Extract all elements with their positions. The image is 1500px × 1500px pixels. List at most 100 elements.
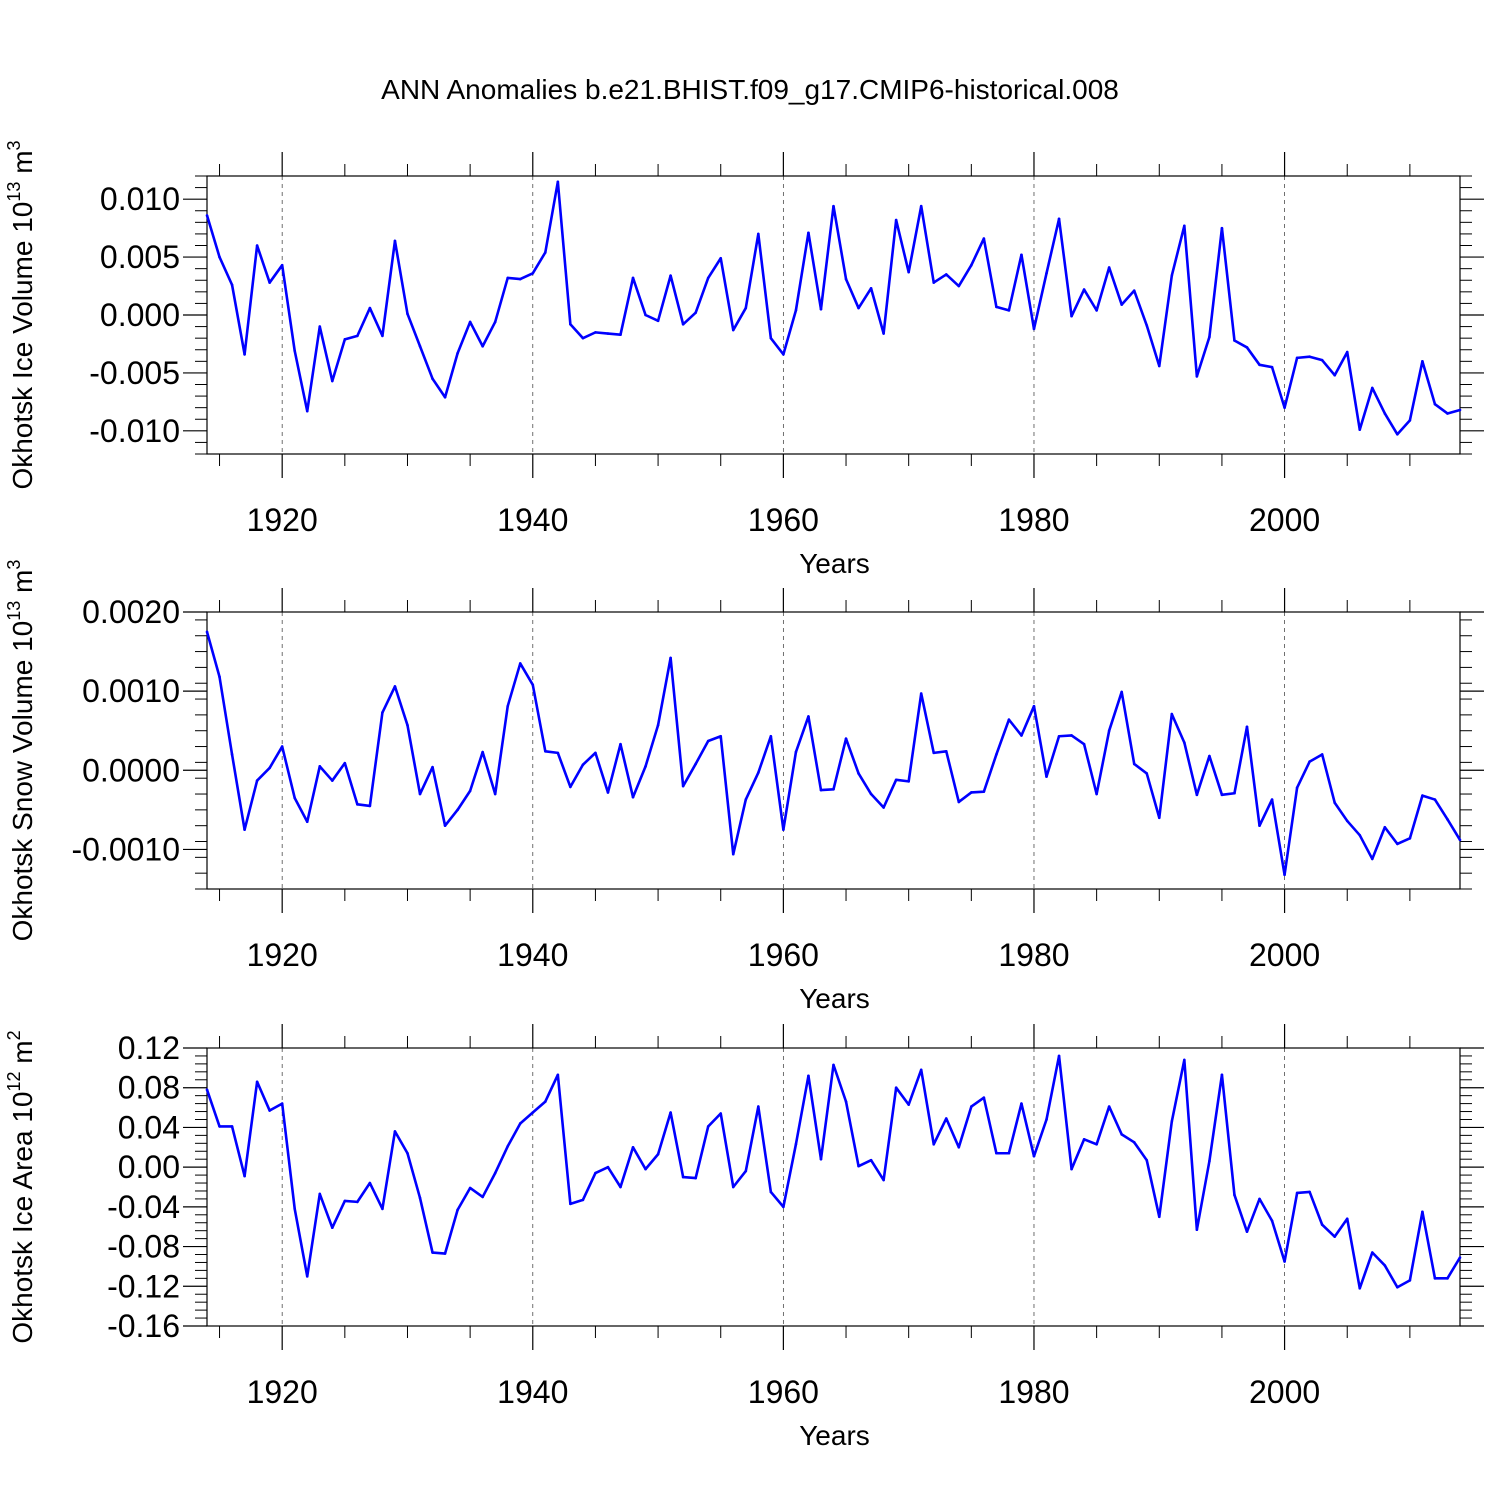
data-point xyxy=(907,780,910,783)
data-point xyxy=(1421,360,1424,363)
data-point xyxy=(944,749,948,753)
data-point xyxy=(305,409,309,413)
data-point xyxy=(1145,324,1149,327)
data-point xyxy=(919,204,923,208)
data-point xyxy=(807,715,810,718)
data-point xyxy=(694,1176,697,1180)
data-point xyxy=(869,1158,873,1162)
y-tick-label: -0.005 xyxy=(89,355,180,391)
data-point xyxy=(1120,1133,1123,1136)
x-tick-label: 1980 xyxy=(998,937,1069,973)
data-point xyxy=(569,785,572,789)
data-point xyxy=(757,771,760,774)
x-axis-label: Years xyxy=(799,548,870,579)
data-point xyxy=(644,313,647,317)
data-point xyxy=(844,277,848,281)
data-point xyxy=(506,276,510,280)
data-point xyxy=(857,772,860,775)
data-point xyxy=(393,239,397,243)
data-point xyxy=(230,283,234,287)
data-point xyxy=(1383,412,1387,415)
data-point xyxy=(1458,1256,1462,1259)
data-point xyxy=(1045,775,1048,778)
data-point xyxy=(782,828,785,831)
data-point xyxy=(1283,1260,1286,1263)
x-tick-label: 1980 xyxy=(998,1374,1069,1410)
data-point xyxy=(1082,1138,1086,1141)
data-point xyxy=(1283,406,1286,409)
y-axis-label-text: Okhotsk Snow Volume 10 xyxy=(7,621,38,942)
data-point xyxy=(1358,1286,1362,1290)
data-point xyxy=(844,737,848,740)
x-tick-label: 2000 xyxy=(1249,502,1320,538)
data-point xyxy=(1057,734,1061,738)
data-point xyxy=(493,320,497,324)
data-point xyxy=(318,325,322,328)
y-axis-label-unit: m xyxy=(7,1040,38,1071)
data-point xyxy=(1320,358,1324,362)
data-point xyxy=(1270,1219,1274,1223)
data-point xyxy=(894,218,898,222)
data-point xyxy=(1183,224,1186,228)
data-point xyxy=(907,270,910,274)
data-point xyxy=(1170,1120,1174,1123)
data-point xyxy=(606,1165,610,1169)
data-point xyxy=(1433,1277,1437,1280)
data-point xyxy=(782,353,785,356)
data-point xyxy=(706,739,710,743)
data-point xyxy=(205,214,209,217)
data-point xyxy=(493,1171,497,1175)
data-point xyxy=(1032,1154,1036,1158)
data-point xyxy=(1045,1118,1048,1121)
data-point xyxy=(819,307,823,311)
data-point xyxy=(882,806,885,809)
x-tick-label: 1920 xyxy=(247,502,318,538)
data-point xyxy=(794,309,798,312)
data-point xyxy=(1258,824,1261,827)
x-tick-label: 1960 xyxy=(748,937,819,973)
data-point xyxy=(1245,1230,1249,1233)
data-point xyxy=(1370,857,1374,861)
data-point xyxy=(1208,335,1211,339)
data-point xyxy=(782,1205,785,1209)
data-point xyxy=(468,320,472,324)
data-point xyxy=(493,792,497,796)
data-point xyxy=(919,692,923,695)
data-point xyxy=(331,1226,334,1230)
data-point xyxy=(1057,1054,1061,1058)
data-point xyxy=(218,255,221,259)
data-point xyxy=(468,1186,472,1190)
data-point xyxy=(1421,794,1424,797)
data-point xyxy=(807,231,810,235)
data-point xyxy=(1183,741,1186,744)
data-point xyxy=(1170,712,1174,716)
data-point xyxy=(556,180,560,184)
data-point xyxy=(1446,412,1449,415)
data-point xyxy=(631,1145,635,1149)
data-point xyxy=(1195,375,1199,378)
data-point xyxy=(894,778,898,782)
y-axis-label: Okhotsk Ice Volume 1013 m3 xyxy=(4,140,38,489)
x-axis-label: Years xyxy=(799,1420,870,1451)
data-point xyxy=(518,1122,522,1125)
data-point xyxy=(1421,1210,1424,1214)
x-tick-label: 1980 xyxy=(998,502,1069,538)
data-point xyxy=(1308,1190,1311,1194)
data-point xyxy=(719,1112,723,1115)
data-point xyxy=(631,276,635,280)
x-tick-label: 2000 xyxy=(1249,1374,1320,1410)
data-point xyxy=(368,306,372,310)
data-point xyxy=(569,1202,572,1206)
data-point xyxy=(669,274,672,277)
x-tick-label: 1940 xyxy=(497,502,568,538)
data-point xyxy=(418,1196,422,1200)
x-axis-label: Years xyxy=(799,983,870,1014)
x-tick-label: 2000 xyxy=(1249,937,1320,973)
y-tick-label: 0.010 xyxy=(100,181,180,217)
data-point xyxy=(243,353,246,356)
plot-frame xyxy=(206,611,1461,890)
data-point xyxy=(982,237,986,240)
data-point xyxy=(944,1117,948,1120)
data-point xyxy=(356,1200,359,1204)
